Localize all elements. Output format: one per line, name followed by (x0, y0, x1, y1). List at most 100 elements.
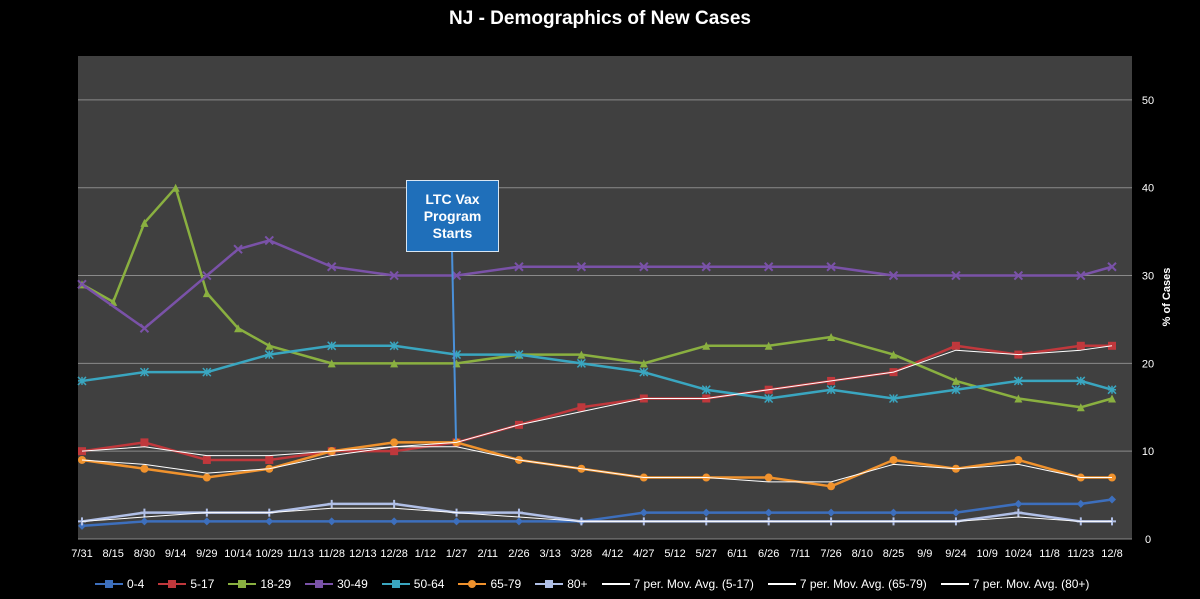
data-point (390, 499, 399, 508)
legend-item: 7 per. Mov. Avg. (5-17) (601, 577, 754, 591)
x-tick-label: 7/26 (820, 548, 841, 560)
data-point (390, 447, 399, 456)
data-point (202, 289, 211, 298)
data-point (140, 218, 149, 227)
x-tick-label: 11/23 (1067, 548, 1094, 560)
x-tick-label: 8/10 (852, 548, 873, 560)
data-point (140, 517, 149, 526)
x-tick-label: 2/11 (477, 548, 498, 560)
data-point (889, 350, 898, 359)
x-tick-label: 4/27 (633, 548, 654, 560)
series-9 (81, 507, 1112, 522)
series-4 (77, 341, 1117, 404)
series-line (81, 344, 1112, 462)
data-point (763, 262, 774, 272)
legend-swatch (767, 579, 796, 589)
data-point (577, 403, 586, 412)
y-tick-labels: 0 10 20 30 40 50 (1142, 95, 1154, 546)
data-point (234, 324, 243, 333)
x-tick-label: 10/29 (256, 548, 284, 560)
data-point (77, 279, 87, 290)
data-point (1076, 376, 1086, 386)
data-point (1076, 341, 1085, 350)
data-point (390, 517, 399, 526)
data-point (701, 262, 711, 272)
data-point (140, 438, 149, 447)
plot-area (78, 56, 1132, 539)
data-point (576, 358, 586, 368)
x-tick-label: 8/30 (134, 548, 155, 560)
chart-title: NJ - Demographics of New Cases (449, 8, 751, 29)
data-point (452, 350, 462, 360)
data-point (827, 333, 836, 342)
x-tick-label: 1/12 (415, 548, 436, 560)
data-point (171, 183, 180, 192)
legend-swatch (535, 579, 564, 589)
data-point (826, 262, 836, 272)
series-line (81, 498, 1113, 528)
data-point (1014, 455, 1023, 464)
data-point (514, 508, 523, 517)
data-point (1014, 394, 1023, 403)
data-point (1107, 385, 1117, 395)
annotation-box: LTC Vax Program Starts (406, 180, 499, 252)
data-point (701, 385, 711, 395)
data-point (951, 385, 961, 395)
x-tick-label: 10/24 (1005, 548, 1033, 560)
data-point (202, 455, 211, 464)
legend-label: 7 per. Mov. Avg. (5-17) (633, 577, 754, 591)
legend-swatch (228, 579, 257, 589)
data-point (264, 350, 274, 360)
data-point (390, 359, 399, 368)
data-point (764, 473, 773, 482)
x-tick-label: 8/15 (103, 548, 124, 560)
legend-item: 50-64 (381, 577, 444, 591)
data-point (452, 517, 461, 526)
legend: 0-4 5-17 18-29 30-49 50-64 65-79 80+ 7 per. Mov… (95, 574, 1195, 594)
x-tick-label: 10/9 (976, 548, 997, 560)
x-tick-label: 5/12 (664, 548, 685, 560)
x-tick-label: 11/28 (318, 548, 345, 560)
data-point (1014, 499, 1023, 508)
x-tick-label: 4/12 (602, 548, 623, 560)
data-point (888, 393, 899, 404)
data-point (327, 341, 337, 351)
x-tick-label: 12/8 (1101, 548, 1122, 560)
x-tick-label: 6/26 (758, 548, 779, 560)
legend-label: 5-17 (190, 577, 215, 591)
data-point (327, 499, 336, 508)
data-point (639, 359, 648, 368)
data-point (202, 270, 212, 281)
legend-swatch (601, 579, 630, 589)
data-point (764, 393, 774, 404)
legend-item: 5-17 (158, 577, 214, 591)
legend-swatch (158, 579, 187, 589)
y-tick-label: 10 (1142, 446, 1154, 458)
annotation-line-2: Program (423, 207, 482, 224)
data-point (764, 508, 773, 517)
data-point (1076, 403, 1085, 412)
data-point (826, 385, 836, 395)
data-point (889, 508, 898, 517)
data-point (639, 367, 649, 377)
x-tick-label: 7/31 (71, 548, 92, 560)
data-point (202, 367, 212, 377)
data-point (889, 455, 898, 464)
data-point (389, 270, 399, 281)
x-tick-label: 9/29 (196, 548, 217, 560)
y-tick-label: 30 (1142, 271, 1154, 283)
data-point (764, 341, 773, 350)
data-point (202, 473, 211, 482)
legend-swatch (940, 579, 969, 589)
x-tick-label: 12/28 (380, 548, 408, 560)
data-point (233, 244, 243, 254)
x-tick-label: 10/14 (224, 548, 252, 560)
data-point (451, 270, 462, 281)
data-point (1013, 270, 1024, 281)
data-point (577, 350, 586, 359)
series-7 (81, 345, 1113, 457)
data-point (576, 262, 587, 272)
data-point (77, 376, 87, 386)
data-point (514, 350, 524, 360)
